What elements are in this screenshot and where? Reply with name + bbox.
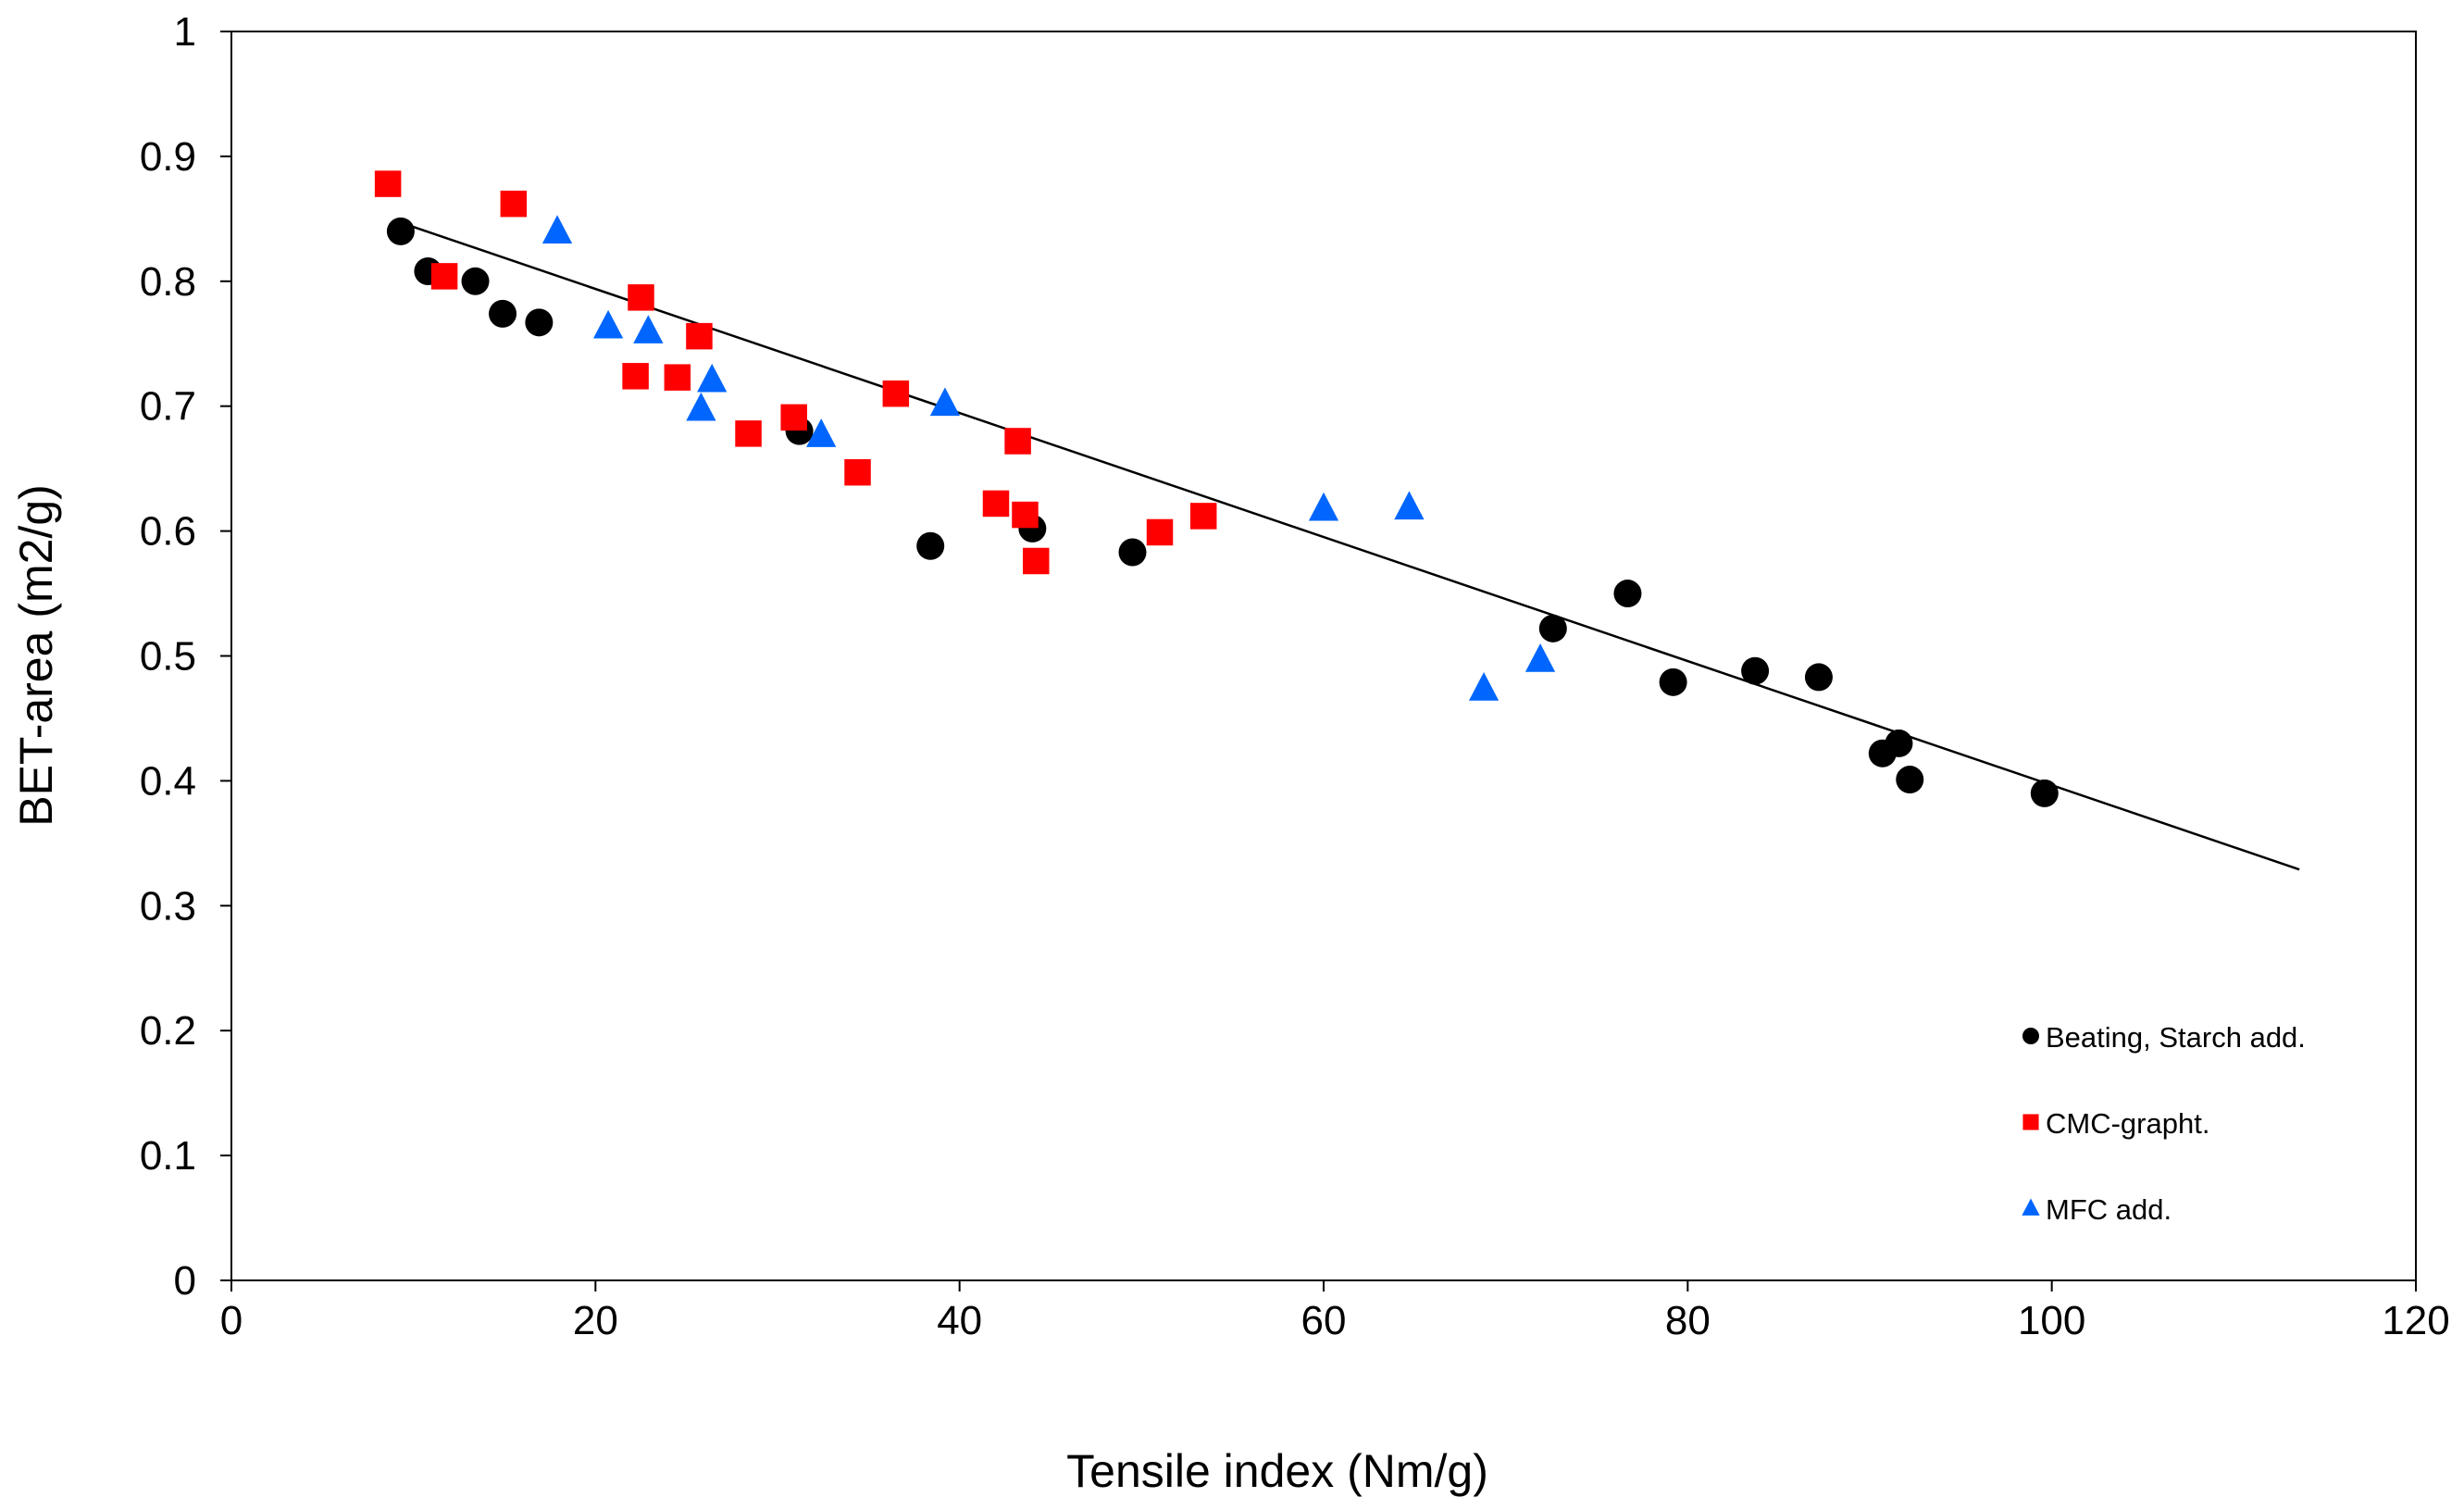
legend-label: Beating, Starch add. — [2046, 1021, 2306, 1054]
x-tick-label: 120 — [2382, 1298, 2449, 1343]
data-point-circle — [2030, 779, 2059, 807]
series-1-markers — [386, 217, 2059, 807]
data-point-circle — [1896, 766, 1924, 794]
x-tick-label: 20 — [573, 1298, 618, 1343]
x-tick-label: 60 — [1301, 1298, 1347, 1343]
data-point-triangle — [1308, 492, 1339, 521]
data-point-square — [1012, 501, 1039, 529]
data-point-circle — [525, 308, 554, 337]
data-point-triangle — [1394, 491, 1425, 520]
data-point-square — [1189, 503, 1217, 530]
legend-marker-square — [2022, 1114, 2039, 1130]
legend-marker-circle — [2022, 1028, 2039, 1044]
data-point-circle — [1613, 580, 1642, 608]
x-axis-ticks: 0 20 40 60 80 100 120 — [220, 1280, 2450, 1343]
x-tick-label: 40 — [937, 1298, 982, 1343]
y-tick-label: 0.1 — [140, 1133, 196, 1179]
data-point-square — [1023, 547, 1050, 575]
data-point-triangle — [1468, 672, 1500, 701]
y-axis-title: BET-area (m2/g) — [10, 484, 62, 827]
data-point-square — [430, 263, 458, 290]
data-point-triangle — [806, 418, 837, 447]
data-point-triangle — [592, 309, 624, 339]
data-point-circle — [1118, 538, 1147, 567]
legend: Beating, Starch add. CMC-grapht. MFC add. — [2022, 1021, 2306, 1226]
x-tick-label: 0 — [220, 1298, 243, 1343]
data-point-square — [628, 284, 654, 311]
data-point-triangle — [929, 387, 961, 417]
data-point-triangle — [1524, 643, 1556, 672]
y-tick-label: 0.6 — [140, 509, 196, 555]
y-tick-label: 0.4 — [140, 758, 196, 804]
data-point-triangle — [697, 363, 728, 393]
data-markers — [374, 170, 2059, 807]
x-tick-label: 100 — [2018, 1298, 2085, 1343]
data-point-square — [374, 170, 402, 197]
data-point-square — [622, 363, 649, 390]
data-point-circle — [386, 217, 415, 245]
y-tick-label: 0.9 — [140, 134, 196, 180]
legend-marker-triangle — [2022, 1198, 2040, 1216]
data-point-square — [1146, 518, 1174, 546]
y-tick-label: 1 — [174, 9, 196, 55]
data-point-circle — [1659, 668, 1687, 696]
data-point-circle — [489, 299, 517, 328]
data-point-square — [686, 322, 713, 350]
data-point-triangle — [541, 215, 573, 244]
data-point-square — [780, 404, 807, 431]
data-point-square — [500, 190, 528, 218]
series-2-markers — [374, 170, 1217, 575]
x-tick-label: 80 — [1665, 1298, 1711, 1343]
data-point-square — [982, 490, 1010, 518]
y-tick-label: 0.2 — [140, 1008, 196, 1054]
y-axis-ticks: 0 0.1 0.2 0.3 0.4 0.5 0.6 0.7 0.8 0.9 1 — [140, 9, 231, 1304]
data-point-triangle — [633, 315, 664, 343]
legend-label: CMC-grapht. — [2046, 1107, 2209, 1140]
y-tick-label: 0 — [174, 1258, 196, 1304]
y-tick-label: 0.5 — [140, 634, 196, 680]
y-tick-label: 0.8 — [140, 259, 196, 305]
x-axis-title: Tensile index (Nm/g) — [1066, 1445, 1488, 1497]
data-point-circle — [1741, 656, 1770, 685]
data-point-circle — [461, 267, 490, 295]
legend-label: MFC add. — [2046, 1193, 2172, 1226]
data-point-square — [1004, 428, 1031, 455]
data-point-circle — [1538, 614, 1567, 643]
data-point-triangle — [686, 392, 716, 421]
data-point-circle — [1804, 663, 1833, 692]
y-tick-label: 0.3 — [140, 883, 196, 929]
trendline — [400, 221, 2300, 871]
data-point-square — [844, 458, 871, 486]
data-point-square — [735, 420, 762, 447]
data-point-circle — [1885, 729, 1913, 757]
y-tick-label: 0.7 — [140, 384, 196, 430]
series-3-markers — [541, 215, 1556, 701]
plot-area — [230, 31, 2417, 1281]
data-point-square — [882, 380, 910, 407]
data-point-square — [664, 364, 691, 391]
data-point-circle — [916, 531, 945, 560]
